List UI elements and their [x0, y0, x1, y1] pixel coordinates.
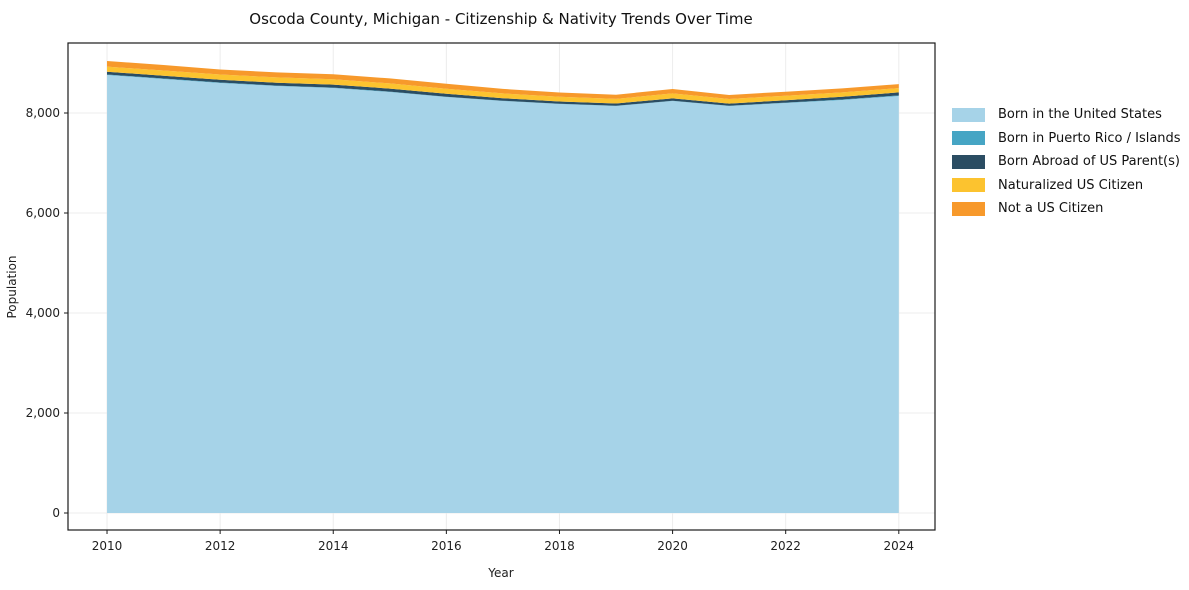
area-born-in-the-united-states	[107, 75, 899, 513]
y-axis-label: Population	[5, 255, 19, 318]
chart-title: Oscoda County, Michigan - Citizenship & …	[249, 10, 752, 28]
y-tick-label: 6,000	[26, 206, 60, 220]
axis-ticks: 0 2,000 4,000 6,000 8,000 2010 2012 2014 2016 201…	[26, 106, 914, 553]
legend-label: Not a US Citizen	[998, 201, 1104, 217]
y-tick-label: 0	[52, 506, 60, 520]
stacked-areas	[107, 60, 899, 513]
legend-label: Born in Puerto Rico / Islands	[998, 130, 1181, 146]
x-tick-label: 2020	[657, 539, 688, 553]
x-tick-label: 2016	[431, 539, 462, 553]
legend-item-born-abroad-of-us-parent-s: Born Abroad of US Parent(s)	[952, 150, 1181, 174]
area-born-abroad-of-us-parent-s	[107, 71, 899, 106]
x-tick-label: 2012	[205, 539, 236, 553]
x-tick-label: 2010	[92, 539, 123, 553]
y-tick-label: 4,000	[26, 306, 60, 320]
x-tick-label: 2022	[770, 539, 801, 553]
area-not-a-us-citizen	[107, 60, 899, 99]
legend-label: Born in the United States	[998, 107, 1162, 123]
legend-swatch	[952, 178, 985, 193]
x-axis-label: Year	[487, 566, 513, 580]
x-tick-label: 2018	[544, 539, 575, 553]
legend-swatch	[952, 154, 985, 169]
legend-swatch	[952, 201, 985, 216]
legend-item-born-in-puerto-rico-islands: Born in Puerto Rico / Islands	[952, 127, 1181, 151]
plot-border	[67, 42, 936, 531]
legend-item-naturalized-us-citizen: Naturalized US Citizen	[952, 174, 1181, 198]
y-tick-label: 8,000	[26, 106, 60, 120]
legend-item-not-a-us-citizen: Not a US Citizen	[952, 197, 1181, 221]
x-tick-label: 2014	[318, 539, 349, 553]
legend: Born in the United States Born in Puerto …	[952, 103, 1181, 221]
legend-label: Naturalized US Citizen	[998, 177, 1144, 193]
y-tick-label: 2,000	[26, 406, 60, 420]
legend-label: Born Abroad of US Parent(s)	[998, 154, 1180, 170]
legend-swatch	[952, 107, 985, 122]
area-naturalized-us-citizen	[107, 66, 899, 104]
legend-swatch	[952, 131, 985, 146]
legend-item-born-in-the-united-states: Born in the United States	[952, 103, 1181, 127]
x-tick-label: 2024	[884, 539, 915, 553]
